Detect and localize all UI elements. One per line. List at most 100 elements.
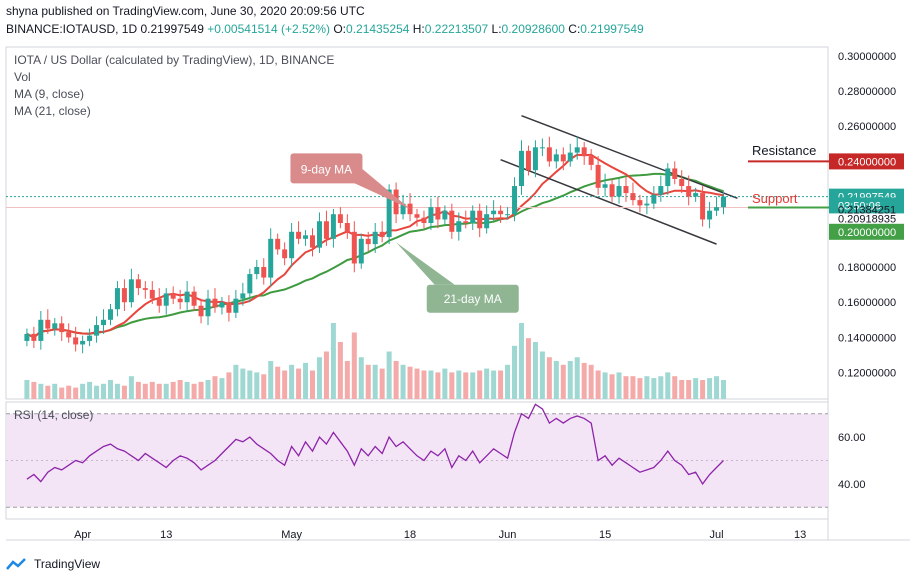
support-label: Support <box>752 191 798 206</box>
candle <box>156 288 162 313</box>
volume-bar <box>240 368 246 399</box>
candle <box>219 296 225 315</box>
candle <box>205 289 211 326</box>
price-marker: 03:50:06 <box>838 200 881 212</box>
candle <box>310 228 316 257</box>
volume-bar <box>191 383 197 399</box>
volume-bar <box>525 338 531 399</box>
volume-bar <box>407 366 413 399</box>
candle <box>296 221 302 245</box>
candle <box>477 203 483 238</box>
volume-bar <box>73 387 79 399</box>
volume-bar <box>595 370 601 399</box>
candle <box>428 198 434 231</box>
price-tick: 0.12000000 <box>838 368 896 380</box>
candle <box>470 205 476 231</box>
close-label: C: <box>568 22 581 36</box>
volume-bar <box>135 381 141 399</box>
ma21-callout: 21-day MA <box>396 242 519 313</box>
volume-bar <box>87 381 93 399</box>
candle <box>546 136 552 167</box>
volume-bar <box>372 364 378 399</box>
volume-bar <box>470 372 476 399</box>
candle <box>672 161 678 185</box>
candle <box>623 177 629 202</box>
volume-bar <box>344 361 350 399</box>
publish-info: shyna published on TradingView.com, June… <box>6 4 365 18</box>
candle <box>303 230 309 246</box>
volume-bar <box>261 374 267 399</box>
candle <box>714 196 720 216</box>
price-marker: 0.20918935 <box>838 213 896 225</box>
volume-bar <box>107 380 113 399</box>
candle <box>198 298 204 324</box>
candle <box>539 138 545 157</box>
candle <box>532 140 538 178</box>
candle <box>170 286 176 304</box>
symbol: BINANCE:IOTAUSD, 1D <box>6 22 138 36</box>
volume-bar <box>386 351 392 399</box>
candle <box>700 186 706 227</box>
candle <box>268 228 274 287</box>
rsi-tick: 60.00 <box>838 432 866 444</box>
price-marker-bg <box>829 153 904 170</box>
candle <box>351 221 357 273</box>
volume-bar <box>177 380 183 399</box>
ma9-callout-text: 9-day MA <box>301 162 352 176</box>
volume-bar <box>170 381 176 399</box>
candle <box>567 143 573 167</box>
rsi-pane <box>6 403 828 508</box>
volume-bar <box>94 385 100 399</box>
candle <box>588 149 594 171</box>
volume-bar <box>226 372 232 399</box>
trendline-upper <box>521 114 738 200</box>
volume-bar <box>623 376 629 399</box>
volume-bar <box>449 372 455 399</box>
volume-bar <box>121 385 127 399</box>
high-label: H: <box>412 22 425 36</box>
last-price: 0.21997549 <box>140 22 204 36</box>
candle <box>372 223 378 253</box>
volume-bar <box>602 372 608 399</box>
volume-bar <box>198 381 204 399</box>
candle <box>80 335 86 354</box>
open-label: O: <box>333 22 347 36</box>
candle <box>289 223 295 267</box>
volume-bar <box>59 387 65 399</box>
candle <box>282 242 288 266</box>
candle <box>379 221 385 243</box>
candle <box>463 210 469 229</box>
ohlc-bar: BINANCE:IOTAUSD, 1D 0.21997549 +0.005415… <box>6 22 644 36</box>
volume-bar <box>518 323 524 399</box>
candle <box>142 281 148 299</box>
candle <box>525 145 531 176</box>
tradingview-logo[interactable]: TradingView <box>6 557 100 571</box>
volume-bar <box>219 378 225 399</box>
ma21-callout-text: 21-day MA <box>444 292 502 306</box>
candle <box>240 282 246 306</box>
volume-bar <box>31 381 37 399</box>
candle <box>59 316 65 341</box>
volume-bar <box>658 376 664 399</box>
volume-bar <box>316 357 322 399</box>
volume-bar <box>714 376 720 399</box>
candle <box>337 207 343 229</box>
candle <box>553 149 559 169</box>
volume-bar <box>254 372 260 399</box>
volume-bar <box>163 383 169 399</box>
volume-bar <box>721 380 727 399</box>
candle <box>330 208 336 248</box>
volume-bar <box>114 383 120 399</box>
candle <box>45 309 51 334</box>
candle <box>512 177 518 222</box>
price-tick: 0.30000000 <box>838 51 896 63</box>
time-tick: Apr <box>74 529 91 541</box>
volume-bar <box>637 378 643 399</box>
volume-bar <box>296 368 302 399</box>
candle <box>707 201 713 229</box>
volume-bar <box>707 378 713 399</box>
volume-bar <box>651 378 657 399</box>
legend-vol: Vol <box>14 70 31 84</box>
axes: 0.30000000 0.28000000 0.26000000 0.24000000… <box>74 51 904 541</box>
